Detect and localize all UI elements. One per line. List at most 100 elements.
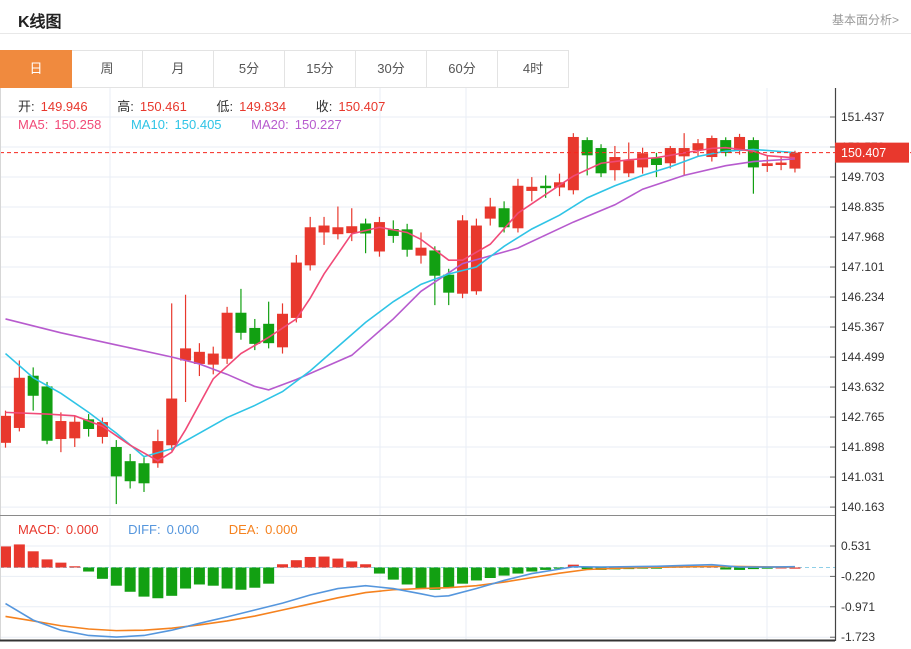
ma20-line — [5, 158, 796, 391]
macd-bar — [512, 567, 524, 574]
sub-axis-label: -0.971 — [841, 600, 875, 614]
tab-week[interactable]: 周 — [71, 50, 143, 88]
macd-bar — [166, 567, 178, 596]
page-title: K线图 — [18, 14, 62, 31]
ma5-label: MA5: — [18, 117, 49, 132]
candle-body — [96, 422, 108, 437]
candle-body — [470, 225, 482, 292]
candle-body — [277, 313, 288, 348]
tab-day[interactable]: 日 — [0, 50, 72, 88]
candle-body — [595, 148, 607, 174]
candle-body — [69, 421, 81, 439]
candle-body — [83, 419, 95, 429]
low-label: 低: — [216, 99, 234, 114]
macd-bar — [207, 567, 219, 586]
candle-body — [249, 327, 261, 344]
tab-15min[interactable]: 15分 — [284, 50, 356, 88]
macd-bar — [526, 567, 538, 572]
ma10-label: MA10: — [130, 117, 169, 132]
tab-5min[interactable]: 5分 — [213, 50, 285, 88]
close-value: 150.407 — [338, 99, 386, 114]
macd-bar — [221, 567, 233, 589]
ma20-value: 150.227 — [294, 117, 342, 132]
high-value: 150.461 — [139, 99, 187, 114]
macd-bar — [373, 567, 385, 574]
candle-body — [304, 227, 316, 266]
ma10-value: 150.405 — [174, 117, 222, 132]
main-axis-label: 149.703 — [841, 170, 885, 184]
macd-bar — [720, 567, 732, 570]
macd-bar — [747, 567, 759, 570]
macd-bar — [332, 558, 344, 568]
close-label: 收: — [315, 99, 333, 114]
macd-bar — [55, 562, 67, 568]
candle-body — [581, 140, 593, 156]
macd-bar — [83, 567, 95, 572]
main-axis-label: 147.101 — [841, 260, 885, 274]
macd-bar — [415, 567, 427, 589]
candle-body — [484, 206, 496, 219]
open-value: 149.946 — [40, 99, 88, 114]
dea-line — [5, 565, 795, 632]
macd-bar — [138, 567, 150, 597]
candle-body — [540, 185, 552, 189]
candle-body — [318, 225, 330, 233]
ohlc-readout: 开: 149.946 高: 150.461 低: 149.834 收: 150.407 — [18, 96, 391, 115]
macd-bar — [401, 567, 413, 585]
high-label: 高: — [117, 99, 134, 114]
candle-body — [0, 415, 11, 443]
candle-body — [775, 162, 787, 165]
macd-bar — [27, 551, 39, 568]
macd-bar — [581, 567, 593, 570]
divider — [0, 33, 911, 34]
low-value: 149.834 — [239, 99, 287, 114]
macd-bar — [470, 567, 482, 581]
current-price-badge-label: 150.407 — [841, 146, 886, 160]
main-axis-label: 146.234 — [841, 290, 885, 304]
macd-bar — [290, 560, 302, 568]
macd-bar — [457, 567, 469, 584]
macd-label: MACD: — [18, 522, 60, 537]
main-axis-label: 145.367 — [841, 320, 885, 334]
candle-body — [180, 348, 192, 361]
fundamental-analysis-link[interactable]: 基本面分析> — [831, 13, 899, 27]
diff-value: 0.000 — [166, 522, 200, 537]
candle-body — [415, 247, 427, 256]
kline-chart-canvas[interactable]: 151.437150.570149.703148.835147.968147.1… — [0, 88, 911, 649]
current-price-badge — [835, 142, 909, 163]
macd-bar — [180, 567, 192, 589]
period-tab-bar: 日 周 月 5分 15分 30分 60分 4时 — [0, 50, 569, 88]
kline-chart-svg: 151.437150.570149.703148.835147.968147.1… — [0, 88, 911, 644]
candle-body — [567, 136, 579, 191]
candle-body — [124, 461, 136, 482]
main-axis-label: 141.031 — [841, 470, 885, 484]
diff-line — [5, 563, 795, 638]
macd-bar — [650, 567, 662, 569]
macd-bar — [775, 567, 787, 569]
tab-60min[interactable]: 60分 — [426, 50, 498, 88]
macd-bar — [429, 567, 441, 590]
candle-body — [761, 163, 773, 167]
candle-body — [443, 274, 455, 293]
main-axis-label: 141.898 — [841, 440, 885, 454]
tab-30min[interactable]: 30分 — [355, 50, 427, 88]
candle-body — [512, 185, 524, 229]
macd-readout: MACD: 0.000 DIFF: 0.000 DEA: 0.000 — [18, 522, 304, 537]
candle-body — [290, 262, 302, 318]
macd-bar — [277, 564, 288, 568]
macd-bar — [152, 567, 164, 599]
macd-value: 0.000 — [65, 522, 99, 537]
macd-bar — [761, 567, 773, 569]
candle-body — [457, 220, 469, 294]
tab-4hour[interactable]: 4时 — [497, 50, 569, 88]
tab-month[interactable]: 月 — [142, 50, 214, 88]
macd-bar — [318, 556, 330, 568]
main-axis-label: 144.499 — [841, 350, 885, 364]
candle-body — [263, 323, 275, 344]
macd-bar — [554, 567, 565, 569]
macd-bar — [124, 567, 136, 592]
candle-body — [110, 446, 122, 477]
dea-label: DEA: — [228, 522, 260, 537]
macd-bar — [235, 567, 247, 590]
